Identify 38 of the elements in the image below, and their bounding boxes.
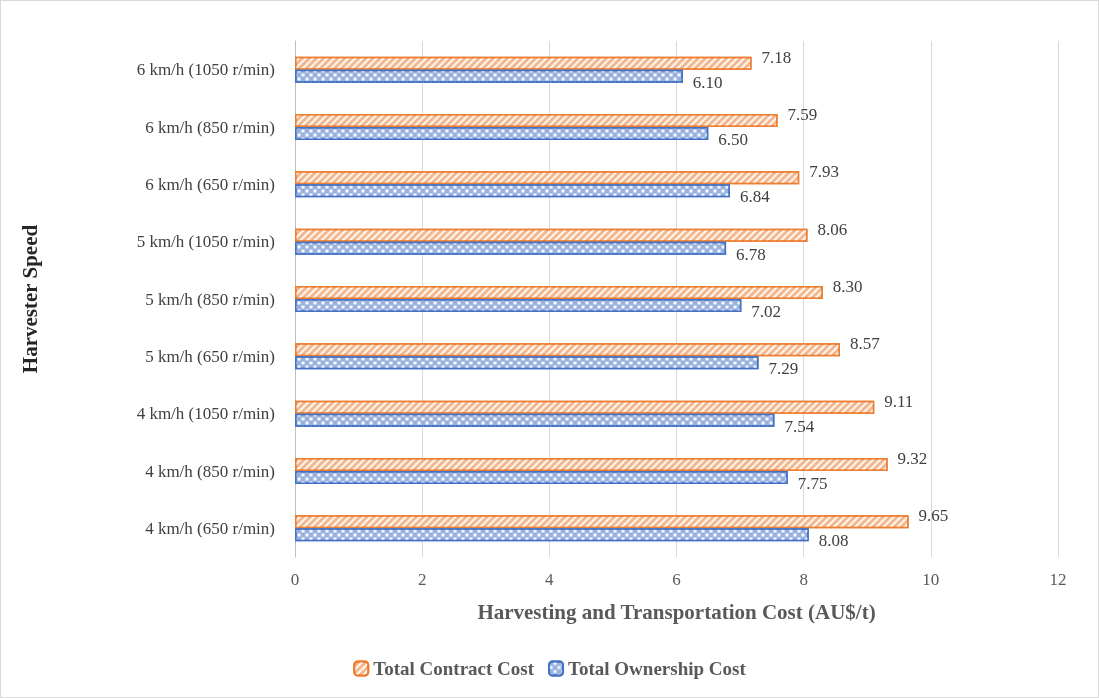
x-tick-label: 10 xyxy=(922,570,940,589)
x-tick-label: 0 xyxy=(290,570,300,589)
data-label: 8.57 xyxy=(849,334,881,354)
y-tick-label: 6 km/h (650 r/min) xyxy=(145,174,275,194)
x-tick-label: 4 xyxy=(545,570,555,589)
data-label: 7.59 xyxy=(787,105,818,124)
y-tick-label: 5 km/h (650 r/min) xyxy=(145,346,275,366)
data-label: 8.30 xyxy=(832,277,863,296)
data-label: 8.08 xyxy=(818,531,849,551)
x-tick-label: 2 xyxy=(417,570,427,589)
x-tick-label: 6 xyxy=(672,570,681,589)
y-tick-label: 4 km/h (650 r/min) xyxy=(145,518,275,538)
data-label: 9.32 xyxy=(897,449,928,468)
data-label: 7.02 xyxy=(751,302,782,321)
y-tick-label: 4 km/h (1050 r/min) xyxy=(136,404,275,424)
data-label: 9.11 xyxy=(884,391,914,411)
data-label: 6.78 xyxy=(736,244,766,264)
y-axis-title: Harvester Speed xyxy=(17,224,42,374)
data-label: 6.50 xyxy=(718,130,749,149)
legend-label: Total Ownership Cost xyxy=(568,658,747,679)
y-tick-label: 5 km/h (850 r/min) xyxy=(145,289,275,309)
y-tick-label: 6 km/h (850 r/min) xyxy=(145,117,275,137)
data-label: 6.10 xyxy=(692,72,723,92)
data-label: 6.84 xyxy=(739,187,771,207)
data-label: 7.29 xyxy=(768,359,799,379)
y-tick-label: 6 km/h (1050 r/min) xyxy=(136,60,275,80)
legend-label: Total Contract Cost xyxy=(373,658,535,679)
data-label: 7.75 xyxy=(797,474,828,493)
y-tick-label: 5 km/h (1050 r/min) xyxy=(136,232,275,252)
y-tick-label: 4 km/h (850 r/min) xyxy=(145,461,275,481)
x-axis-title: Harvesting and Transportation Cost (AU$/t) xyxy=(477,599,876,624)
data-label: 7.54 xyxy=(784,416,815,436)
data-label: 9.65 xyxy=(918,506,949,526)
data-label: 8.06 xyxy=(817,219,848,239)
x-tick-label: 12 xyxy=(1049,570,1067,589)
x-tick-label: 8 xyxy=(799,570,808,589)
data-label: 7.18 xyxy=(761,47,792,67)
data-label: 7.93 xyxy=(809,162,839,182)
